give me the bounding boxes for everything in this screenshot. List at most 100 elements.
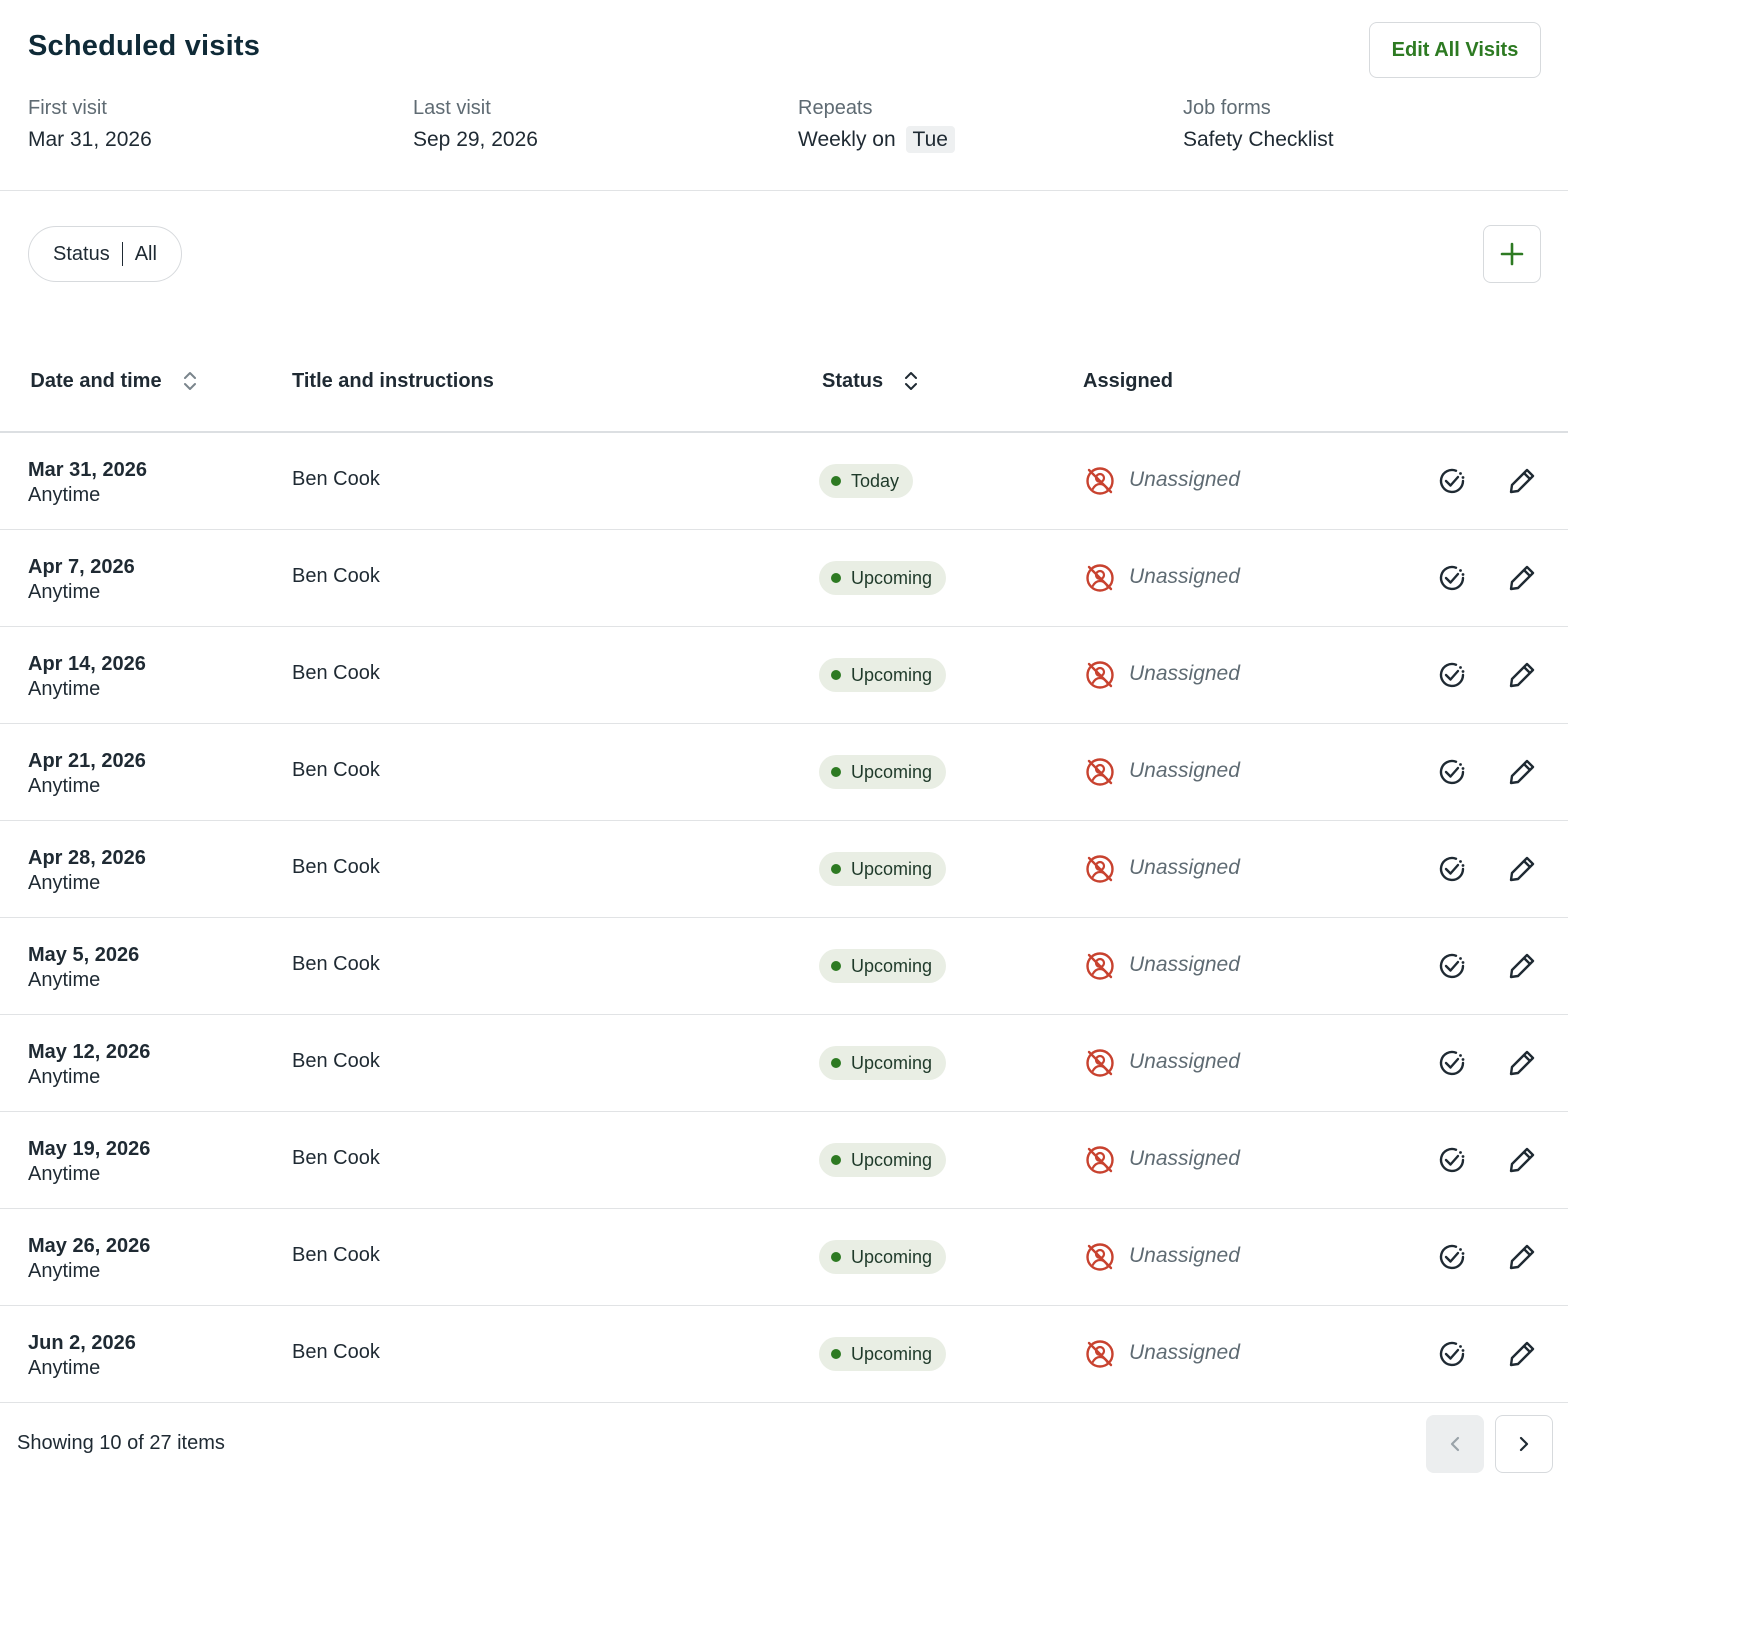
table-row[interactable]: Apr 28, 2026 Anytime Ben Cook Upcoming Unass… (0, 821, 1568, 918)
visit-time: Anytime (28, 1260, 101, 1282)
visit-time: Anytime (28, 581, 101, 603)
chevron-right-icon (1519, 1436, 1529, 1452)
assigned-value: Unassigned (1129, 856, 1240, 879)
mark-complete-icon[interactable] (1435, 1143, 1469, 1177)
edit-all-visits-button[interactable]: Edit All Visits (1369, 22, 1541, 78)
table-row[interactable]: Apr 21, 2026 Anytime Ben Cook Upcoming Unass… (0, 724, 1568, 821)
visit-date-cell: Apr 21, 2026 Anytime (28, 748, 146, 798)
scheduled-visits-panel: Scheduled visits Edit All Visits First v… (0, 22, 1568, 1483)
column-header-date-label: Date and time (30, 370, 162, 392)
assigned-value: Unassigned (1129, 1147, 1240, 1170)
plus-icon (1500, 242, 1524, 266)
first-visit-summary: First visit Mar 31, 2026 (28, 97, 413, 152)
repeats-label: Repeats (798, 97, 873, 119)
visit-time: Anytime (28, 1163, 101, 1185)
status-badge-label: Today (851, 470, 900, 491)
unassigned-icon (1086, 1049, 1114, 1077)
assigned-value: Unassigned (1129, 1050, 1240, 1073)
edit-visit-icon[interactable] (1505, 949, 1539, 983)
last-visit-value: Sep 29, 2026 (413, 128, 538, 151)
status-badge: Upcoming (819, 755, 947, 789)
unassigned-icon (1086, 1243, 1114, 1271)
visit-time: Anytime (28, 775, 101, 797)
edit-visit-icon[interactable] (1505, 852, 1539, 886)
table-row[interactable]: May 19, 2026 Anytime Ben Cook Upcoming Unass… (0, 1112, 1568, 1209)
visits-table: Date and time Title and instructions Sta… (0, 331, 1568, 1403)
visit-summary: First visit Mar 31, 2026 Last visit Sep … (28, 97, 1568, 153)
edit-visit-icon[interactable] (1505, 658, 1539, 692)
table-footer: Showing 10 of 27 items (0, 1403, 1568, 1483)
previous-page-button[interactable] (1426, 1415, 1484, 1473)
mark-complete-icon[interactable] (1435, 852, 1469, 886)
last-visit-summary: Last visit Sep 29, 2026 (413, 97, 798, 152)
visit-date: Apr 21, 2026 (28, 750, 146, 772)
table-row[interactable]: May 26, 2026 Anytime Ben Cook Upcoming Unass… (0, 1209, 1568, 1306)
status-dot (831, 476, 841, 486)
table-row[interactable]: Jun 2, 2026 Anytime Ben Cook Upcoming Unassi… (0, 1306, 1568, 1403)
visit-title: Ben Cook (292, 953, 380, 975)
status-badge: Upcoming (819, 658, 947, 692)
status-badge: Upcoming (819, 949, 947, 983)
unassigned-icon (1086, 1146, 1114, 1174)
mark-complete-icon[interactable] (1435, 658, 1469, 692)
status-dot (831, 1252, 841, 1262)
edit-visit-icon[interactable] (1505, 561, 1539, 595)
next-page-button[interactable] (1495, 1415, 1553, 1473)
unassigned-icon (1086, 855, 1114, 883)
unassigned-icon (1086, 952, 1114, 980)
column-header-status[interactable]: Status (822, 331, 919, 431)
sort-icon[interactable] (182, 369, 198, 393)
column-header-status-label: Status (822, 369, 884, 392)
column-header-date[interactable]: Date and time (28, 331, 238, 431)
first-visit-label: First visit (28, 97, 107, 119)
visit-title: Ben Cook (292, 856, 380, 878)
table-body: Mar 31, 2026 Anytime Ben Cook Today Unassign… (0, 433, 1568, 1403)
visit-title: Ben Cook (292, 565, 380, 587)
visit-time: Anytime (28, 678, 101, 700)
job-forms-summary: Job forms Safety Checklist (1183, 97, 1568, 152)
visit-title: Ben Cook (292, 759, 380, 781)
status-dot (831, 767, 841, 777)
filter-bar: Status All (0, 191, 1568, 331)
status-filter-value: All (134, 242, 157, 265)
mark-complete-icon[interactable] (1435, 1337, 1469, 1371)
visit-time: Anytime (28, 969, 101, 991)
edit-visit-icon[interactable] (1505, 1143, 1539, 1177)
status-dot (831, 573, 841, 583)
assigned-value: Unassigned (1129, 662, 1240, 685)
job-forms-label: Job forms (1183, 97, 1271, 119)
sort-icon[interactable] (903, 369, 919, 393)
last-visit-label: Last visit (413, 97, 491, 119)
edit-visit-icon[interactable] (1505, 464, 1539, 498)
assigned-value: Unassigned (1129, 759, 1240, 782)
mark-complete-icon[interactable] (1435, 1046, 1469, 1080)
status-badge: Upcoming (819, 561, 947, 595)
table-row[interactable]: Apr 7, 2026 Anytime Ben Cook Upcoming Unassi… (0, 530, 1568, 627)
unassigned-icon (1086, 564, 1114, 592)
edit-visit-icon[interactable] (1505, 1240, 1539, 1274)
table-row[interactable]: May 12, 2026 Anytime Ben Cook Upcoming Unass… (0, 1015, 1568, 1112)
mark-complete-icon[interactable] (1435, 949, 1469, 983)
edit-visit-icon[interactable] (1505, 1337, 1539, 1371)
status-filter-divider (121, 242, 123, 266)
mark-complete-icon[interactable] (1435, 464, 1469, 498)
visit-title: Ben Cook (292, 1341, 380, 1363)
repeats-frequency: Weekly on (798, 128, 896, 151)
pagination-summary: Showing 10 of 27 items (17, 1432, 225, 1454)
status-filter-chip[interactable]: Status All (28, 226, 182, 282)
status-badge-label: Upcoming (851, 858, 933, 879)
mark-complete-icon[interactable] (1435, 1240, 1469, 1274)
edit-visit-icon[interactable] (1505, 755, 1539, 789)
table-row[interactable]: Apr 14, 2026 Anytime Ben Cook Upcoming Unass… (0, 627, 1568, 724)
repeats-value: Weekly on Tue (798, 126, 1183, 153)
mark-complete-icon[interactable] (1435, 755, 1469, 789)
page-title: Scheduled visits (28, 30, 261, 62)
visit-date: Apr 28, 2026 (28, 847, 146, 869)
table-row[interactable]: May 5, 2026 Anytime Ben Cook Upcoming Unassi… (0, 918, 1568, 1015)
edit-visit-icon[interactable] (1505, 1046, 1539, 1080)
visit-date-cell: May 5, 2026 Anytime (28, 942, 139, 992)
table-row[interactable]: Mar 31, 2026 Anytime Ben Cook Today Unassign… (0, 433, 1568, 530)
mark-complete-icon[interactable] (1435, 561, 1469, 595)
visit-date: May 12, 2026 (28, 1041, 151, 1063)
add-visit-button[interactable] (1483, 225, 1541, 283)
